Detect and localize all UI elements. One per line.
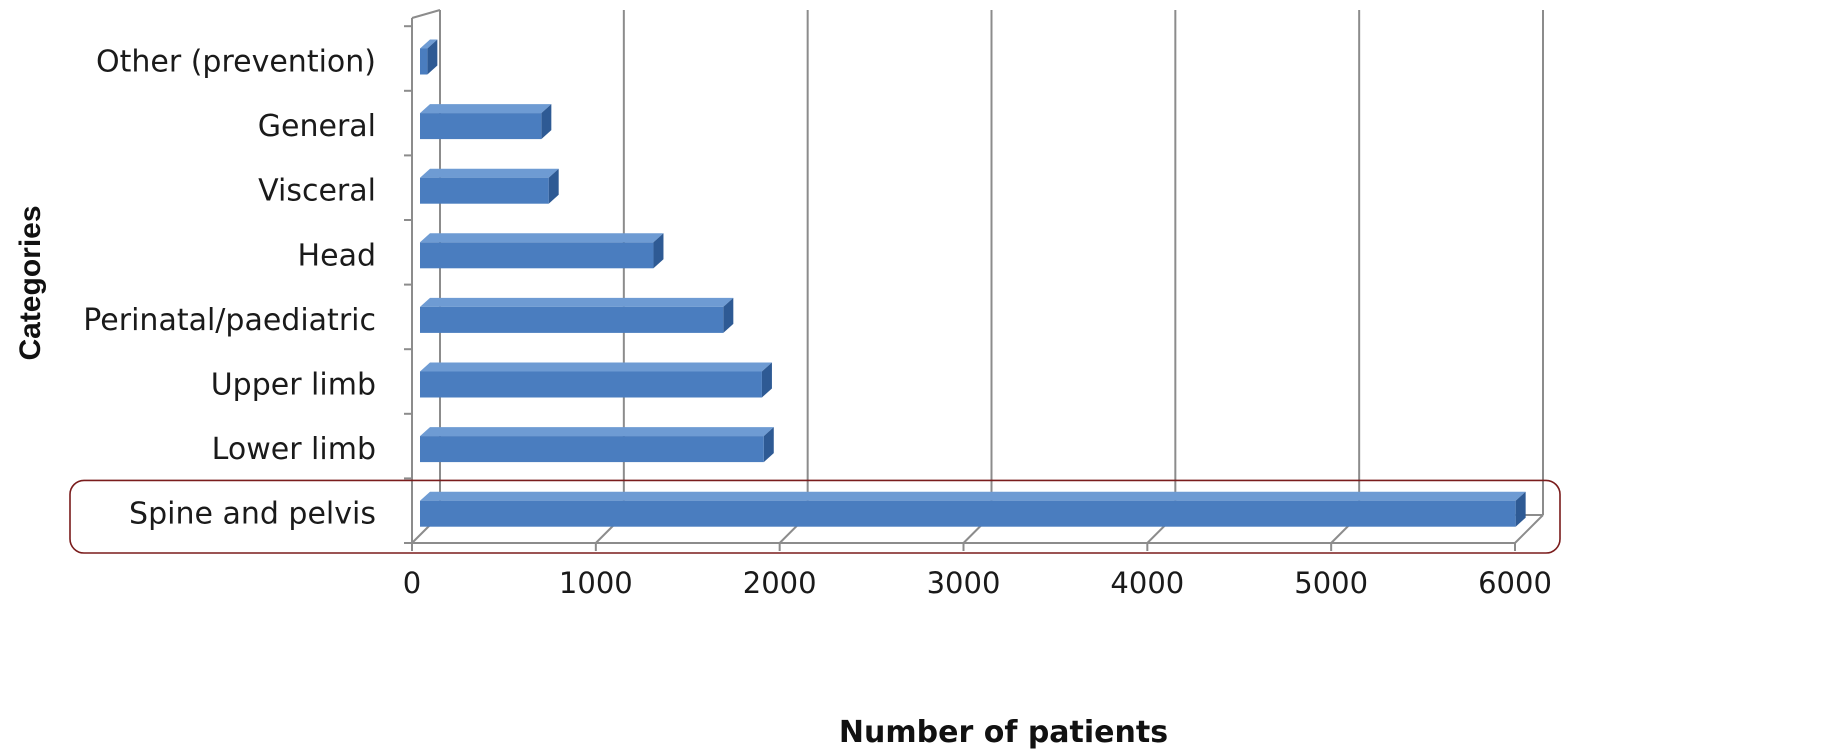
- x-tick-label-4000: 4000: [1110, 566, 1184, 600]
- category-label-lower-limb: Lower limb: [212, 432, 376, 467]
- bar-visceral: [420, 168, 559, 204]
- axis-layer: [404, 9, 1516, 551]
- bar-front-face: [420, 306, 724, 333]
- bar-general: [420, 104, 552, 140]
- bar-top-face: [420, 427, 774, 437]
- x-axis-title: Number of patients: [839, 715, 1168, 750]
- bar-side-face: [763, 427, 774, 463]
- category-label-general: General: [258, 109, 376, 144]
- bar-top-face: [420, 39, 438, 49]
- x-tick-label-1000: 1000: [559, 566, 633, 600]
- bar-front-face: [420, 371, 762, 398]
- x-tick-label-0: 0: [403, 566, 421, 600]
- bar-head: [420, 233, 664, 269]
- bar-top-face: [420, 491, 1526, 501]
- category-label-head: Head: [298, 238, 376, 273]
- bar-lower-limb: [420, 427, 774, 463]
- x-tick-label-6000: 6000: [1478, 566, 1552, 600]
- bar-front-face: [420, 436, 764, 463]
- category-label-upper-limb: Upper limb: [211, 368, 376, 403]
- x-tick-label-3000: 3000: [927, 566, 1001, 600]
- x-tick-label-2000: 2000: [743, 566, 817, 600]
- bar-front-face: [420, 113, 542, 140]
- x-tick-label-5000: 5000: [1294, 566, 1368, 600]
- bar-side-face: [427, 39, 438, 75]
- bar-spine-and-pelvis: [420, 491, 1526, 527]
- category-label-spine-and-pelvis: Spine and pelvis: [129, 497, 376, 532]
- bar-top-face: [420, 362, 772, 372]
- bar-side-face: [723, 297, 734, 333]
- floor-line-6000: [1514, 514, 1544, 544]
- category-labels: Spine and pelvis Lower limb Upper limb Peri…: [83, 45, 376, 532]
- category-label-other-prevention: Other (prevention): [96, 45, 376, 80]
- bar-side-face: [1515, 491, 1526, 527]
- bar-front-face: [420, 48, 428, 75]
- bar-front-face: [420, 500, 1516, 527]
- bar-front-face: [420, 177, 549, 204]
- bar-side-face: [548, 168, 559, 204]
- bar-other-prevention: [420, 39, 438, 75]
- y-axis-top-edge: [411, 9, 441, 19]
- bar-front-face: [420, 242, 654, 269]
- category-label-visceral: Visceral: [258, 174, 376, 209]
- bar-top-face: [420, 297, 734, 307]
- bar-side-face: [541, 104, 552, 140]
- highlight-box: [69, 479, 1561, 554]
- bar-top-face: [420, 168, 559, 178]
- bar-side-face: [761, 362, 772, 398]
- x-tick-labels: 0 1000 2000 3000 4000 5000 6000: [403, 566, 1552, 600]
- bar-layer: [420, 39, 1526, 527]
- bar-top-face: [420, 104, 552, 114]
- category-label-perinatal-paediatric: Perinatal/paediatric: [83, 303, 376, 338]
- bar-side-face: [653, 233, 664, 269]
- grid-layer: [411, 10, 1544, 544]
- y-axis-title: Categories: [14, 205, 47, 360]
- bar-upper-limb: [420, 362, 772, 398]
- bar-top-face: [420, 233, 664, 243]
- bar-perinatal-paediatric: [420, 297, 734, 333]
